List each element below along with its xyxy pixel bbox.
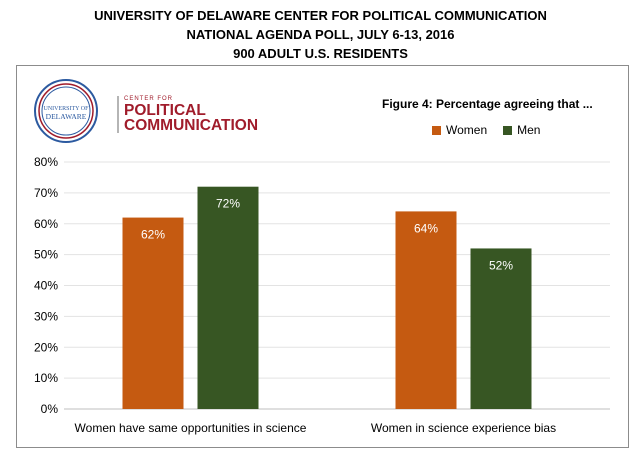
bar: [395, 211, 457, 409]
chart-legend: Women Men: [432, 123, 540, 137]
y-tick-label: 60%: [34, 217, 58, 231]
logo-wordmark: CENTER FOR POLITICAL COMMUNICATION: [117, 96, 258, 133]
seal-line-1: UNIVERSITY OF: [44, 106, 90, 112]
header-line-1: UNIVERSITY OF DELAWARE CENTER FOR POLITI…: [94, 8, 547, 23]
y-tick-label: 70%: [34, 186, 58, 200]
y-tick-label: 30%: [34, 309, 58, 323]
bar: [470, 248, 532, 409]
legend-item-men: Men: [503, 123, 540, 137]
legend-label-women: Women: [446, 123, 488, 137]
legend-label-men: Men: [517, 123, 541, 137]
logo-big-text-2: COMMUNICATION: [124, 117, 259, 134]
y-tick-label: 20%: [34, 340, 58, 354]
bar: [122, 217, 184, 409]
legend-item-women: Women: [432, 123, 487, 137]
y-tick-label: 80%: [34, 155, 58, 169]
legend-swatch-women: [432, 125, 441, 135]
data-label: 52%: [489, 258, 513, 272]
logo-small-text: CENTER FOR: [124, 96, 173, 102]
chart-header: UNIVERSITY OF DELAWARE CENTER FOR POLITI…: [0, 6, 641, 63]
bar: [197, 186, 259, 409]
data-label: 62%: [141, 228, 165, 242]
header-line-2: NATIONAL AGENDA POLL, JULY 6-13, 2016: [186, 27, 455, 42]
header-line-3: 900 ADULT U.S. RESIDENTS: [233, 46, 408, 61]
data-label: 72%: [216, 197, 240, 211]
center-logo: UNIVERSITY OF DELAWARE CENTER FOR POLITI…: [33, 78, 258, 148]
seal-line-2: DELAWARE: [46, 112, 87, 121]
y-tick-label: 50%: [34, 248, 58, 262]
x-category-label: Women in science experience bias: [371, 421, 556, 435]
legend-swatch-men: [503, 125, 513, 135]
data-label: 64%: [414, 221, 438, 235]
logo-big-text-1: POLITICAL: [124, 102, 206, 119]
x-category-label: Women have same opportunities in science: [75, 421, 307, 435]
y-tick-label: 10%: [34, 371, 58, 385]
chart-frame: [16, 65, 629, 448]
university-seal-icon: UNIVERSITY OF DELAWARE: [34, 79, 98, 143]
y-tick-label: 0%: [41, 402, 59, 416]
figure-title: Figure 4: Percentage agreeing that ...: [382, 97, 593, 111]
y-tick-label: 40%: [34, 279, 58, 293]
